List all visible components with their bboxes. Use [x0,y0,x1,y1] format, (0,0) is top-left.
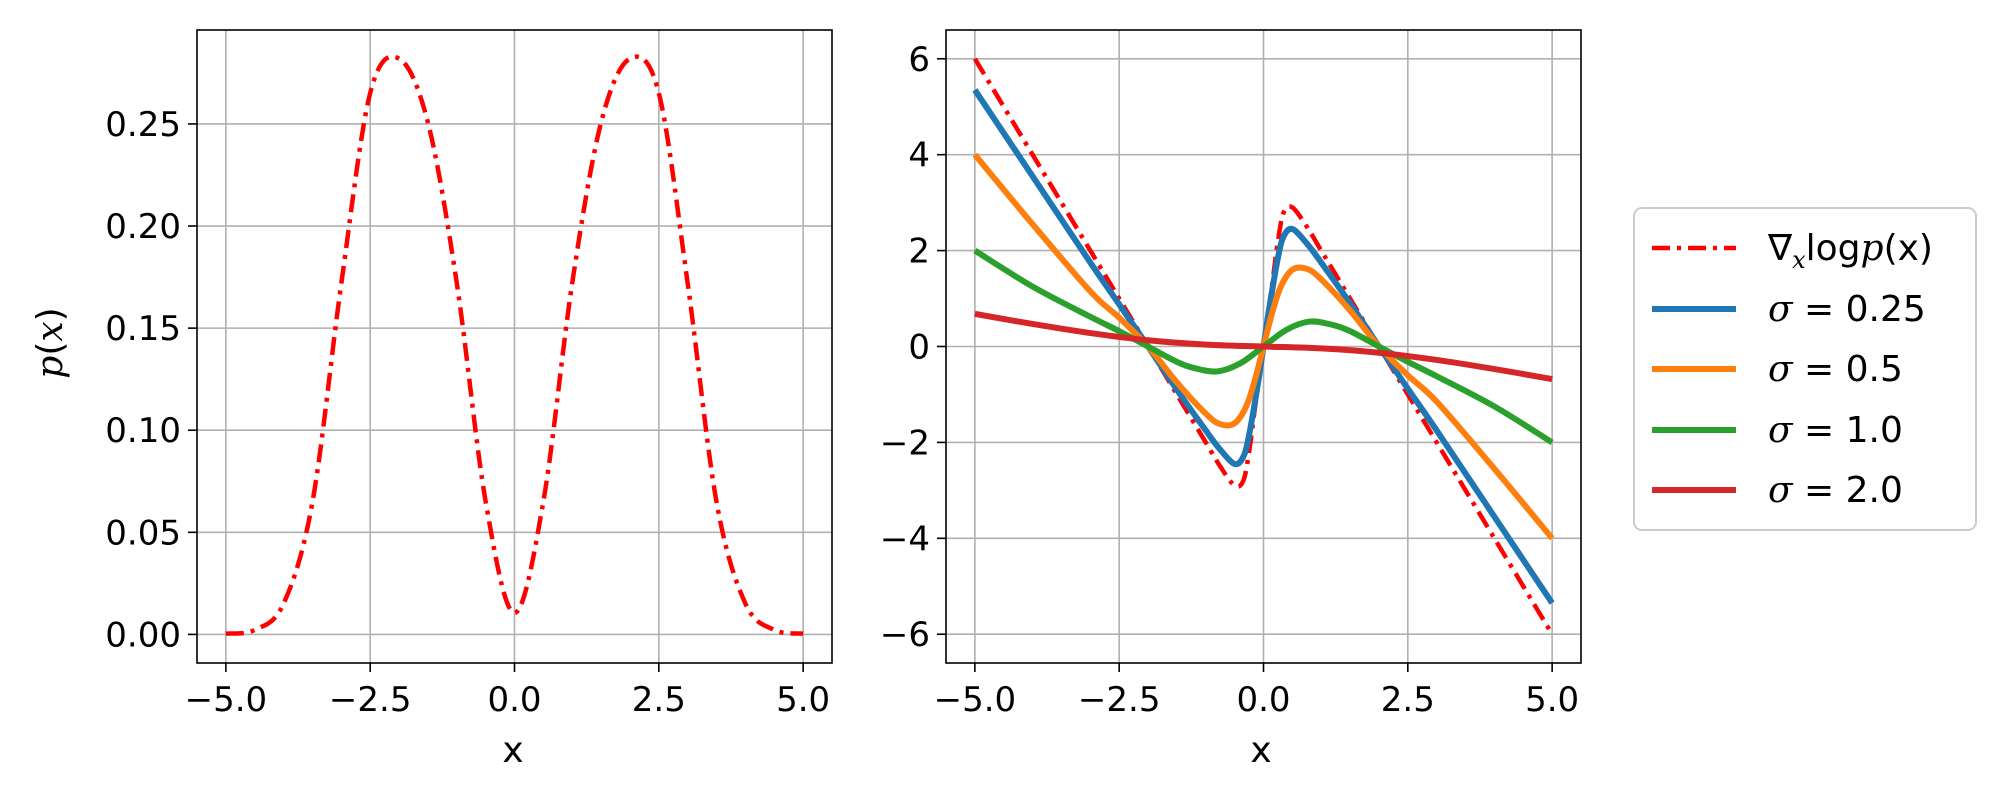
legend-label-sigma-2-0: σ = 2.0 [1768,470,1903,511]
score-series-line-4 [974,310,1553,383]
score-plot-panel: −5.0 −2.5 0.0 2.5 5.0 −6 −4 −2 0 2 4 6 x [880,29,1582,771]
legend-entry-sigma-1-0: σ = 1.0 [1652,410,1903,451]
legend-entry-sigma-0-25: σ = 0.25 [1652,289,1926,330]
density-y-tick-label: 0.20 [105,207,181,247]
score-x-tick-label: 5.0 [1525,680,1579,720]
density-x-axis-label: x [502,730,523,771]
score-y-tick-label: −2 [880,423,930,463]
density-plot-panel: −5.0 −2.5 0.0 2.5 5.0 0.00 0.05 0.10 0.15 0.20 0.2… [30,29,833,771]
score-y-tick-label: −4 [880,519,930,559]
legend-subscript-x: x [1792,246,1806,274]
density-y-tick-label: 0.05 [105,513,181,553]
density-series-line-0 [225,54,804,636]
legend-sigma: σ [1768,410,1794,451]
legend-sigma-value: = 0.5 [1793,349,1903,390]
density-x-tick-label: 5.0 [776,680,830,720]
density-y-axis-label: p(x) [30,307,71,378]
legend-sigma-value: = 1.0 [1793,410,1903,451]
legend-label-sigma-1-0: σ = 1.0 [1768,410,1903,451]
density-y-tick-label: 0.25 [105,105,181,145]
legend-sigma: σ [1768,470,1794,511]
score-plot-area [972,57,1555,636]
density-y-axis-label-p: p [30,356,71,379]
density-plot-area [225,54,804,636]
density-y-axis-label-x: x [30,321,71,341]
legend-label-gradient-log-p: ∇xlogp(x) [1767,228,1933,274]
score-x-axis-label: x [1250,730,1271,771]
score-y-tick-label: 4 [908,136,930,176]
density-y-tick-label: 0.00 [105,615,181,655]
density-ticks: −5.0 −2.5 0.0 2.5 5.0 0.00 0.05 0.10 0.15 0.20 0.2… [105,105,830,720]
legend-args: (x) [1884,228,1933,269]
density-x-tick-label: 2.5 [632,680,686,720]
score-x-tick-label: 2.5 [1381,680,1435,720]
density-grid [197,30,832,663]
score-x-tick-label: −5.0 [934,680,1017,720]
score-y-tick-label: 2 [908,232,930,272]
score-y-tick-label: 6 [908,40,930,80]
score-y-tick-label: −6 [880,615,930,655]
score-x-tick-label: 0.0 [1236,680,1290,720]
legend-entry-sigma-0-5: σ = 0.5 [1652,349,1903,390]
density-x-tick-label: 0.0 [487,680,541,720]
density-y-axis-label-args: ( [30,342,71,356]
legend-p: p [1861,228,1884,269]
density-y-tick-label: 0.15 [105,309,181,349]
density-x-tick-label: −5.0 [185,680,268,720]
score-y-tick-label: 0 [908,328,930,368]
legend-sigma-value: = 2.0 [1793,470,1903,511]
legend-label-sigma-0-25: σ = 0.25 [1768,289,1926,330]
legend-entry-gradient-log-p: ∇xlogp(x) [1652,228,1933,274]
legend-sigma: σ [1768,289,1794,330]
density-x-tick-label: −2.5 [329,680,412,720]
legend-sigma: σ [1768,349,1794,390]
legend-entry-sigma-2-0: σ = 2.0 [1652,470,1903,511]
legend-label-sigma-0-5: σ = 0.5 [1768,349,1903,390]
legend: ∇xlogp(x) σ = 0.25 σ = 0.5 σ = 1.0 σ = 2… [1633,207,1977,531]
density-y-axis-label-close: ) [30,307,71,321]
legend-nabla: ∇ [1767,228,1793,269]
legend-sigma-value: = 0.25 [1793,289,1926,330]
legend-log: log [1806,228,1861,269]
legend-box [1633,207,1977,531]
density-y-tick-label: 0.10 [105,411,181,451]
score-ticks: −5.0 −2.5 0.0 2.5 5.0 −6 −4 −2 0 2 4 6 [880,40,1579,720]
score-x-tick-label: −2.5 [1078,680,1161,720]
